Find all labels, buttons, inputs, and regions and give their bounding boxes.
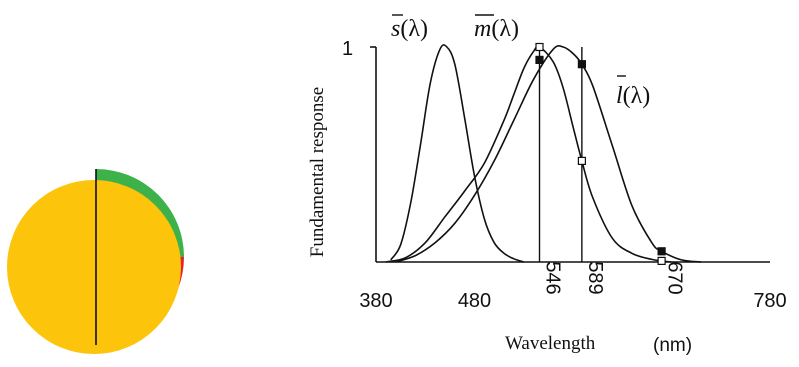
bipartite-color-field [7,169,184,354]
spectral-curves [385,44,702,263]
curve-s [390,44,525,263]
curve-l [395,45,702,263]
marker-filled-670 [657,247,666,256]
l-curve-label: l(λ) [616,83,650,109]
marker-open-546 [535,42,544,52]
x-tick-label-546: 546 [542,261,564,294]
marker-filled-589 [577,60,587,69]
x-tick-label-670: 670 [664,261,686,294]
s-curve-label: s(λ) [391,16,428,42]
marker-filled-546 [535,55,544,65]
x-tick-label-589: 589 [584,261,606,294]
primary-markers [535,42,666,265]
x-tick-label-480: 480 [458,290,491,312]
yellow-disk [7,180,181,354]
y-tick-label-1: 1 [342,38,353,60]
x-axis-unit: (nm) [653,335,692,356]
m-curve-label: m(λ) [474,16,519,42]
curve-m [385,45,672,263]
marker-open-670 [657,256,666,265]
wavelength-marker-lines [538,47,583,262]
x-axis-label: Wavelength [505,333,596,354]
x-tick-label-380: 380 [359,290,392,312]
marker-open-589 [577,156,587,165]
x-tick-label-780: 780 [753,290,786,312]
y-axis-label: Fundamental response [307,87,328,257]
x-tick-labels: 380 480 546 589 670 780 [359,261,786,312]
